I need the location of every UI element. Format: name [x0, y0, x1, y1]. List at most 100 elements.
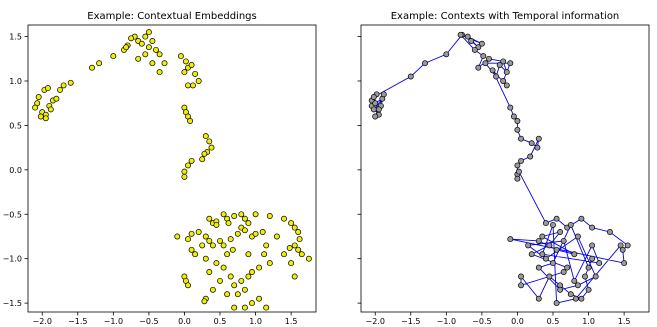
chart-right-point-12 — [407, 73, 414, 80]
chart-right-point-83 — [592, 273, 599, 280]
chart-right-point-9 — [372, 113, 379, 120]
chart-left-x-tick-label-1: −1.5 — [68, 317, 87, 326]
chart-left-point-102 — [256, 264, 263, 271]
chart-right-point-18 — [464, 33, 471, 40]
chart-right-point-11 — [370, 94, 377, 100]
chart-left-point-107 — [188, 246, 195, 253]
chart-left-point-115 — [231, 282, 238, 289]
chart-left-point-23 — [138, 40, 145, 47]
chart-left-point-69 — [252, 211, 259, 218]
chart-right-point-94 — [572, 295, 579, 302]
chart-right-x-tick-label-7: 1.5 — [618, 317, 631, 326]
chart-right-point-91 — [539, 251, 546, 258]
chart-right-point-35 — [510, 113, 517, 120]
chart-left-point-54 — [201, 150, 208, 157]
chart-left-point-30 — [135, 55, 142, 62]
chart-right-point-88 — [571, 277, 578, 284]
chart-right-point-89 — [589, 242, 596, 249]
chart-left-x-tick-label-5: 0.5 — [214, 317, 227, 326]
chart-right-point-37 — [514, 126, 521, 133]
chart-right-point-27 — [496, 62, 503, 68]
chart-left-point-132 — [209, 286, 216, 293]
chart-right-point-84 — [574, 233, 581, 240]
chart-left-point-5 — [37, 113, 44, 120]
chart-left-point-93 — [234, 230, 241, 237]
chart-right-point-46 — [514, 175, 521, 182]
chart-left-point-28 — [156, 51, 163, 58]
chart-left-point-17 — [96, 60, 103, 67]
chart-left-point-49 — [187, 118, 194, 124]
chart-left-point-13 — [67, 79, 74, 86]
chart-right-point-92 — [550, 221, 556, 228]
chart-right-x-tick-label-0: −2.0 — [366, 317, 385, 326]
chart-left-point-51 — [206, 138, 213, 145]
chart-left-point-15 — [42, 115, 49, 122]
chart-left-point-97 — [252, 230, 259, 237]
chart-right-point-38 — [518, 135, 524, 142]
chart-left-point-89 — [209, 242, 216, 249]
chart-left-point-130 — [224, 251, 231, 258]
chart-left-y-tick-label-1: −1.0 — [3, 255, 22, 264]
chart-left-point-70 — [266, 213, 273, 219]
chart-right-point-16 — [468, 38, 475, 44]
chart-right-point-21 — [471, 46, 478, 53]
chart-right-point-64 — [528, 251, 535, 258]
chart-left-y-tick-label-4: 0.5 — [9, 121, 22, 130]
chart-left-point-117 — [231, 304, 238, 311]
chart-right-marks — [368, 31, 631, 307]
chart-right-point-6 — [370, 106, 377, 113]
chart-left-point-33 — [161, 60, 168, 67]
chart-right-point-53 — [606, 229, 613, 235]
chart-right-point-24 — [486, 55, 492, 62]
chart-left-point-12 — [60, 82, 67, 89]
chart-left-point-133 — [224, 291, 231, 298]
chart-left-point-110 — [213, 260, 220, 267]
chart-right-point-81 — [557, 286, 564, 293]
chart-left-point-118 — [241, 304, 248, 311]
chart-left-point-74 — [295, 229, 302, 235]
chart-left-point-100 — [261, 251, 268, 258]
chart-right-point-70 — [546, 273, 553, 280]
chart-left-point-108 — [192, 251, 199, 258]
chart-left-point-65 — [231, 213, 238, 219]
chart-left-point-106 — [241, 286, 248, 293]
chart-right-point-10 — [375, 106, 382, 113]
chart-left-point-105 — [238, 277, 245, 284]
chart-left-point-57 — [185, 162, 191, 169]
chart-right-point-87 — [560, 237, 567, 244]
chart-left-point-124 — [185, 282, 191, 289]
chart-left-point-113 — [217, 277, 223, 284]
chart-right-point-48 — [542, 220, 549, 227]
chart-right-point-42 — [527, 153, 534, 160]
chart-left-point-67 — [241, 215, 248, 222]
chart-right-point-58 — [535, 237, 542, 244]
chart-left-y-tick-label-2: −0.5 — [3, 210, 22, 219]
chart-left-point-60 — [206, 215, 213, 222]
chart-left-point-99 — [263, 242, 270, 249]
chart-right-point-66 — [560, 269, 567, 275]
chart-left-point-72 — [288, 220, 295, 227]
chart-left-point-42 — [192, 70, 199, 77]
chart-left-frame — [27, 24, 317, 313]
chart-right-point-4 — [372, 100, 379, 107]
chart-left-point-40 — [181, 69, 188, 76]
chart-right-x-tick-label-3: −0.5 — [472, 317, 491, 326]
chart-left-title: Example: Contextual Embeddings — [87, 11, 256, 22]
chart-left-y-tick-label-5: 1.0 — [9, 77, 22, 86]
chart-right-point-25 — [500, 58, 507, 65]
chart-left-x-tick-label-7: 1.5 — [285, 317, 298, 326]
chart-left-point-25 — [145, 44, 152, 51]
chart-left-point-8 — [53, 95, 60, 102]
chart-left-point-44 — [190, 82, 196, 89]
chart-left-point-77 — [295, 246, 302, 253]
chart-left-point-112 — [206, 269, 213, 275]
chart-left-x-tick-label-4: 0.0 — [178, 317, 191, 326]
chart-right-x-tick-label-2: −1.0 — [437, 317, 456, 326]
chart-right-point-51 — [578, 215, 585, 222]
chart-right-point-82 — [574, 282, 581, 289]
chart-left-point-129 — [229, 246, 236, 253]
chart-right-title: Example: Contexts with Temporal informat… — [391, 11, 620, 22]
chart-left-point-24 — [142, 33, 149, 40]
chart-left-point-136 — [281, 251, 287, 258]
chart-right-point-80 — [535, 264, 542, 271]
